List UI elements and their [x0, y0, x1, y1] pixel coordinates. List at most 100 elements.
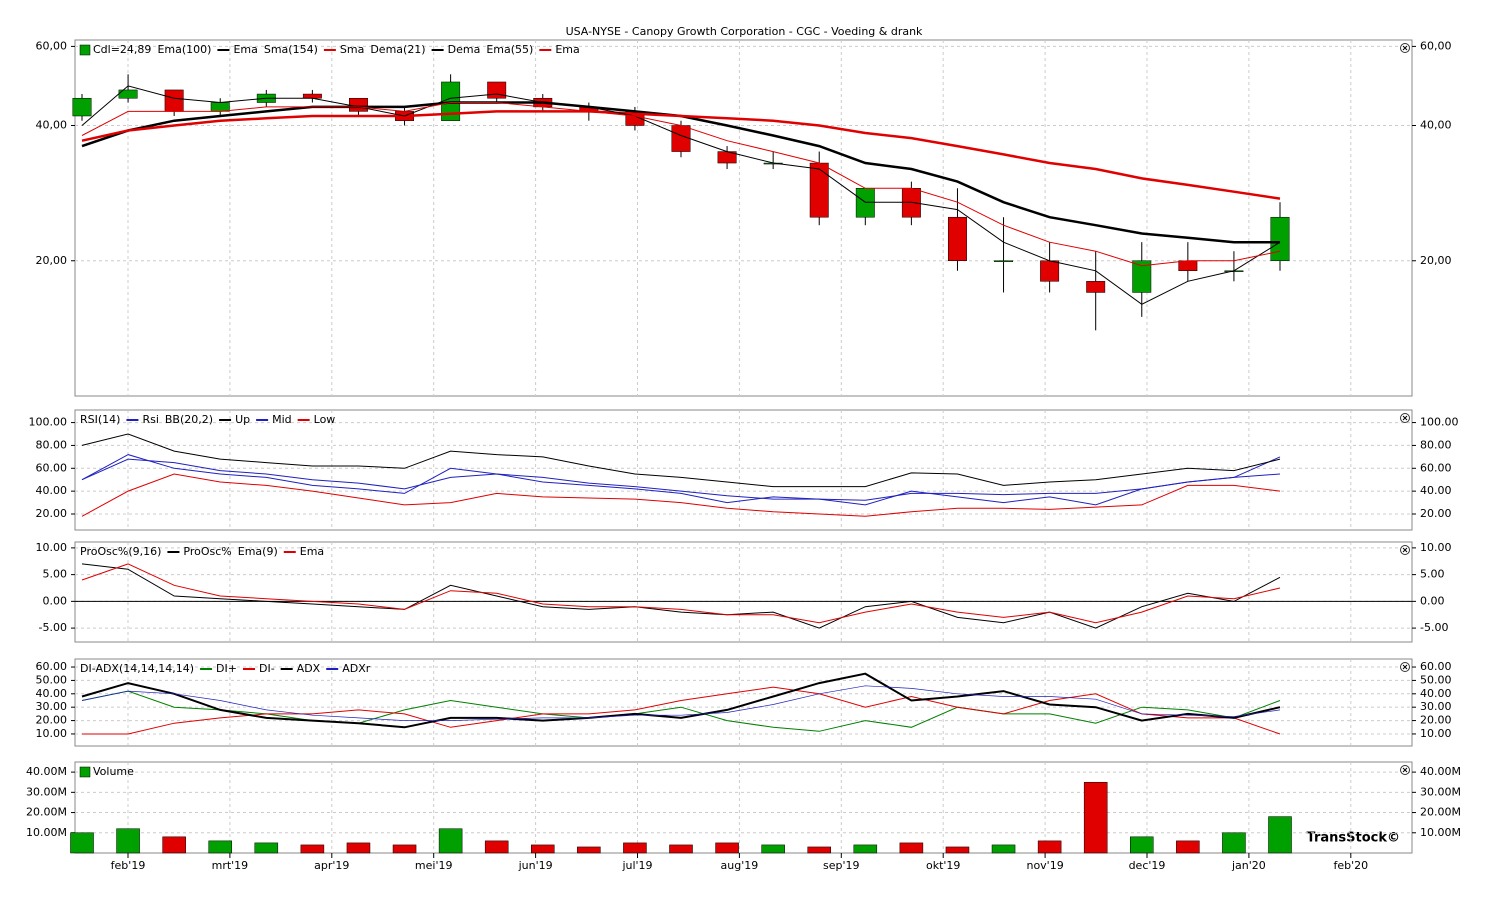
indicator-line: [81, 85, 1281, 305]
volume-bar: [392, 844, 417, 854]
legend-label: Cdl=24,89: [93, 43, 151, 56]
y-tick-label: 60.00: [36, 660, 68, 673]
legend-label: Ema: [233, 43, 257, 56]
volume-bar: [577, 846, 601, 854]
x-tick-label: sep'19: [823, 859, 860, 872]
candle-body: [1270, 216, 1290, 262]
y2-tick-label: 10.00M: [1420, 826, 1461, 839]
panel-frame: [74, 658, 1413, 747]
indicator-line: [81, 685, 1281, 721]
candle-body: [809, 162, 829, 218]
legend-label: Sma(154): [264, 43, 318, 56]
y-tick-label: 20.00: [36, 507, 68, 520]
close-button-icon: [1402, 45, 1408, 51]
legend-label: DI+: [216, 662, 237, 675]
panel-frame: [74, 39, 1413, 397]
x-tick-label: mrt'19: [212, 859, 249, 872]
candle-body: [302, 93, 322, 99]
y-tick-label: -5.00: [39, 621, 67, 634]
candle-body: [1178, 260, 1198, 272]
legend-label: Dema(21): [370, 43, 425, 56]
y-tick-label: 40,00: [36, 119, 68, 132]
y-tick-label: 60.00: [36, 461, 68, 474]
y-tick-label: 30.00: [36, 700, 68, 713]
close-button[interactable]: [1400, 765, 1410, 775]
y-tick-label: 0.00: [43, 594, 68, 607]
x-tick-label: mei'19: [415, 859, 453, 872]
indicator-line: [81, 690, 1281, 732]
x-tick-label: apr'19: [314, 859, 349, 872]
y-tick-label: 5.00: [43, 568, 68, 581]
y2-tick-label: 20.00: [1420, 507, 1452, 520]
candle-body: [1086, 281, 1106, 293]
indicator-line: [82, 686, 1281, 735]
volume-bar: [1176, 840, 1200, 854]
legend-label: ADX: [297, 662, 321, 675]
close-button-icon: [1402, 547, 1408, 553]
y-tick-label: 60,00: [36, 39, 68, 52]
x-tick-label: feb'20: [1333, 859, 1368, 872]
legend-label: BB(20,2): [165, 413, 213, 426]
volume-bar: [70, 832, 94, 854]
volume-bar: [715, 842, 739, 854]
y2-tick-label: 40,00: [1420, 119, 1452, 132]
y2-tick-label: 40.00: [1420, 484, 1452, 497]
y-tick-label: 80.00: [36, 438, 68, 451]
y-tick-label: 20,00: [36, 254, 68, 267]
close-button[interactable]: [1400, 43, 1410, 53]
panel-frame: [74, 541, 1413, 643]
x-tick-label: jul'19: [621, 859, 652, 872]
x-tick-label: nov'19: [1026, 859, 1063, 872]
y2-tick-label: 40.00: [1420, 687, 1452, 700]
legend-label: Rsi: [142, 413, 158, 426]
legend-swatch: [79, 44, 91, 56]
volume-bar: [254, 842, 279, 854]
x-tick-label: okt'19: [926, 859, 960, 872]
indicator-line: [81, 563, 1281, 629]
y2-tick-label: 5.00: [1420, 568, 1445, 581]
indicator-line: [81, 110, 1281, 200]
volume-bar: [623, 842, 647, 854]
volume-bar: [1083, 781, 1108, 854]
x-tick-label: jan'20: [1231, 859, 1266, 872]
volume-bar: [208, 840, 232, 854]
y2-tick-label: 10.00: [1420, 727, 1452, 740]
candle-body: [1040, 260, 1060, 282]
volume-bar: [531, 844, 555, 854]
legend-label: ADXr: [342, 662, 371, 675]
y-tick-label: 10.00: [36, 727, 68, 740]
y-tick-label: 40.00: [36, 484, 68, 497]
y2-tick-label: 20,00: [1420, 254, 1452, 267]
y-tick-label: 10.00M: [26, 826, 67, 839]
volume-bar: [116, 828, 140, 854]
candle-body: [1132, 260, 1152, 293]
legend-label: ProOsc%(9,16): [80, 545, 161, 558]
x-tick-label: dec'19: [1129, 859, 1166, 872]
indicator-line: [81, 433, 1281, 488]
x-tick-label: feb'19: [111, 859, 146, 872]
watermark: TransStock©: [1307, 831, 1400, 846]
close-button-icon: [1402, 415, 1408, 421]
y2-tick-label: 10.00: [1420, 541, 1452, 554]
legend-swatch: [79, 766, 91, 778]
close-button[interactable]: [1400, 545, 1410, 555]
candle-body: [855, 188, 875, 218]
legend-label: Low: [314, 413, 336, 426]
candle-body: [72, 97, 92, 117]
legend-label: Ema: [300, 545, 324, 558]
legend-label: DI-ADX(14,14,14,14): [80, 662, 194, 675]
indicator-line: [81, 672, 1281, 729]
y2-tick-label: 30.00: [1420, 700, 1452, 713]
volume-bar: [1222, 832, 1246, 854]
panel-frame: [74, 409, 1413, 531]
y-tick-label: 30.00M: [26, 785, 67, 798]
y2-tick-label: 80.00: [1420, 438, 1452, 451]
y-tick-label: 40.00: [36, 687, 68, 700]
close-button[interactable]: [1400, 662, 1410, 672]
candle-body: [994, 260, 1014, 263]
volume-bar: [1130, 836, 1154, 854]
panel-frame: [74, 761, 1413, 854]
legend-label: DI-: [259, 662, 275, 675]
close-button[interactable]: [1400, 413, 1410, 423]
